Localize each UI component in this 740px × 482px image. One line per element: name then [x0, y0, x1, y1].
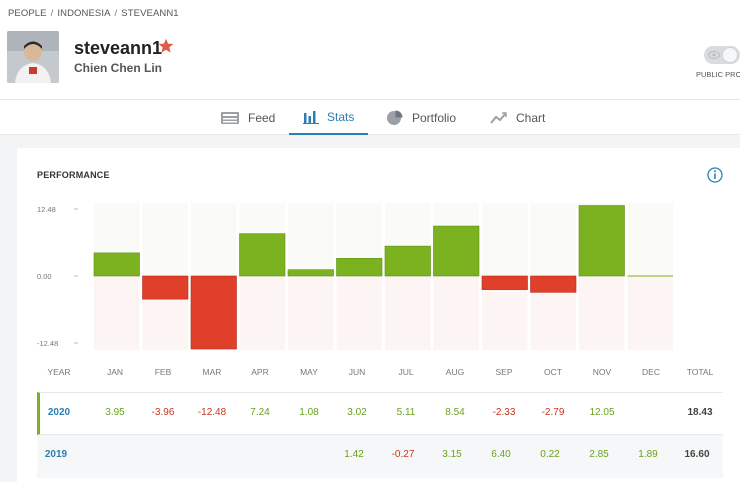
pie-chart-icon	[387, 110, 403, 125]
avatar[interactable]	[7, 31, 59, 83]
bar-dec[interactable]	[627, 275, 674, 277]
bar-jul[interactable]	[384, 245, 431, 277]
bar-background-negative	[579, 276, 625, 350]
y-tick-label: 12.48	[37, 205, 56, 214]
public-profile-toggle[interactable]	[704, 46, 740, 64]
month-value-cell: 3.15	[442, 449, 462, 460]
bar-background-negative	[385, 276, 431, 350]
month-value-cell: 2.85	[589, 449, 609, 460]
month-value-cell: 6.40	[491, 449, 511, 460]
bar-sep[interactable]	[481, 275, 528, 290]
column-header: APR	[251, 367, 269, 377]
bar-chart-icon	[303, 110, 319, 124]
tab-feed-label: Feed	[248, 110, 276, 125]
bar-background-negative	[433, 276, 479, 350]
year-cell: 2020	[47, 407, 71, 418]
month-value-cell: -2.79	[541, 407, 565, 418]
y-tick-label: -12.48	[37, 339, 58, 348]
month-value-cell: -2.33	[492, 407, 516, 418]
month-value-cell: 5.11	[396, 407, 416, 418]
month-value-cell: -0.27	[391, 449, 415, 460]
bar-oct[interactable]	[530, 275, 577, 293]
column-header: TOTAL	[686, 367, 714, 377]
feed-icon	[221, 111, 239, 124]
star-icon[interactable]	[158, 38, 174, 54]
tab-chart-label: Chart	[516, 110, 546, 125]
breadcrumb-people[interactable]: PEOPLE	[8, 8, 47, 19]
bar-may[interactable]	[287, 269, 334, 277]
month-value-cell: 3.95	[105, 407, 125, 418]
y-tick-label: 0.00	[37, 272, 52, 281]
performance-title: PERFORMANCE	[37, 170, 110, 180]
tab-portfolio-label: Portfolio	[412, 110, 457, 125]
bar-jan[interactable]	[93, 252, 140, 277]
tab-portfolio[interactable]: Portfolio	[386, 100, 456, 135]
toggle-knob	[722, 47, 738, 63]
column-header: SEP	[495, 367, 513, 377]
month-value-cell: 1.08	[299, 407, 319, 418]
tab-feed[interactable]: Feed	[220, 100, 275, 135]
bar-mar[interactable]	[190, 275, 237, 350]
user-photo-icon	[7, 31, 59, 83]
bar-background-positive	[530, 203, 576, 276]
column-header: JUL	[398, 367, 414, 377]
bar-feb[interactable]	[142, 275, 189, 300]
tab-stats[interactable]: Stats	[289, 100, 369, 135]
breadcrumb-steveann1: STEVEANN1	[121, 8, 179, 19]
profile-header: PEOPLE / INDONESIA / STEVEANN1 steveann1 Chi…	[0, 0, 740, 100]
bar-aug[interactable]	[433, 225, 480, 277]
eye-icon	[708, 51, 720, 59]
column-header: FEB	[154, 367, 172, 377]
month-value-cell: -12.48	[197, 407, 227, 418]
bar-background-negative	[94, 276, 140, 350]
profile-tabs: Feed Stats Portfolio Chart	[0, 99, 740, 135]
bar-nov[interactable]	[578, 205, 625, 277]
month-value-cell: 12.05	[589, 407, 615, 418]
column-header: NOV	[592, 367, 612, 377]
month-value-cell: -3.96	[151, 407, 175, 418]
bar-background-positive	[142, 203, 188, 276]
username: steveann1	[74, 38, 163, 58]
column-header: AUG	[445, 367, 465, 377]
total-cell: 18.43	[687, 407, 713, 418]
info-icon[interactable]	[707, 167, 723, 183]
real-name: Chien Chen Lin	[74, 61, 162, 75]
bar-background-negative	[336, 276, 382, 350]
column-header: JUN	[348, 367, 366, 377]
public-profile-label: PUBLIC PROFI	[696, 70, 740, 79]
column-header: JAN	[106, 367, 124, 377]
column-header: MAR	[202, 367, 222, 377]
year-cell: 2019	[44, 449, 68, 460]
bar-background-positive	[191, 203, 237, 276]
bar-background-negative	[627, 276, 673, 350]
bar-apr[interactable]	[239, 233, 286, 277]
bar-background-negative	[239, 276, 285, 350]
column-header: MAY	[300, 367, 318, 377]
bar-background-positive	[627, 203, 673, 276]
breadcrumb: PEOPLE / INDONESIA / STEVEANN1	[8, 8, 179, 19]
bar-jun[interactable]	[336, 258, 383, 277]
month-value-cell: 1.42	[344, 449, 364, 460]
tab-stats-label: Stats	[327, 109, 355, 124]
breadcrumb-indonesia[interactable]: INDONESIA	[57, 8, 111, 19]
month-value-cell: 1.89	[638, 449, 658, 460]
month-value-cell: 0.22	[540, 449, 560, 460]
total-cell: 16.60	[684, 449, 710, 460]
month-value-cell: 3.02	[347, 407, 367, 418]
column-header: YEAR	[47, 367, 71, 377]
column-header: OCT	[544, 367, 562, 377]
line-chart-icon	[490, 111, 507, 124]
column-header: DEC	[642, 367, 660, 377]
bar-background-positive	[288, 203, 334, 276]
performance-card: PERFORMANCE 12.48 0.00 -12.48 YEAR JAN FEB MA…	[17, 148, 740, 482]
table-row[interactable]: 2019 1.42 -0.27 3.15 6.40 0.22 2.85 1.89 16.60	[37, 435, 723, 478]
tab-chart[interactable]: Chart	[490, 100, 545, 135]
month-value-cell: 8.54	[445, 407, 465, 418]
performance-chart: 12.48 0.00 -12.48	[37, 203, 674, 350]
table-row[interactable]: 2020 3.95 -3.96 -12.48 7.24 1.08 3.02 5.11 8.54 -…	[37, 392, 723, 435]
bar-background-negative	[288, 276, 334, 350]
month-value-cell: 7.24	[250, 407, 270, 418]
bar-background-positive	[482, 203, 528, 276]
